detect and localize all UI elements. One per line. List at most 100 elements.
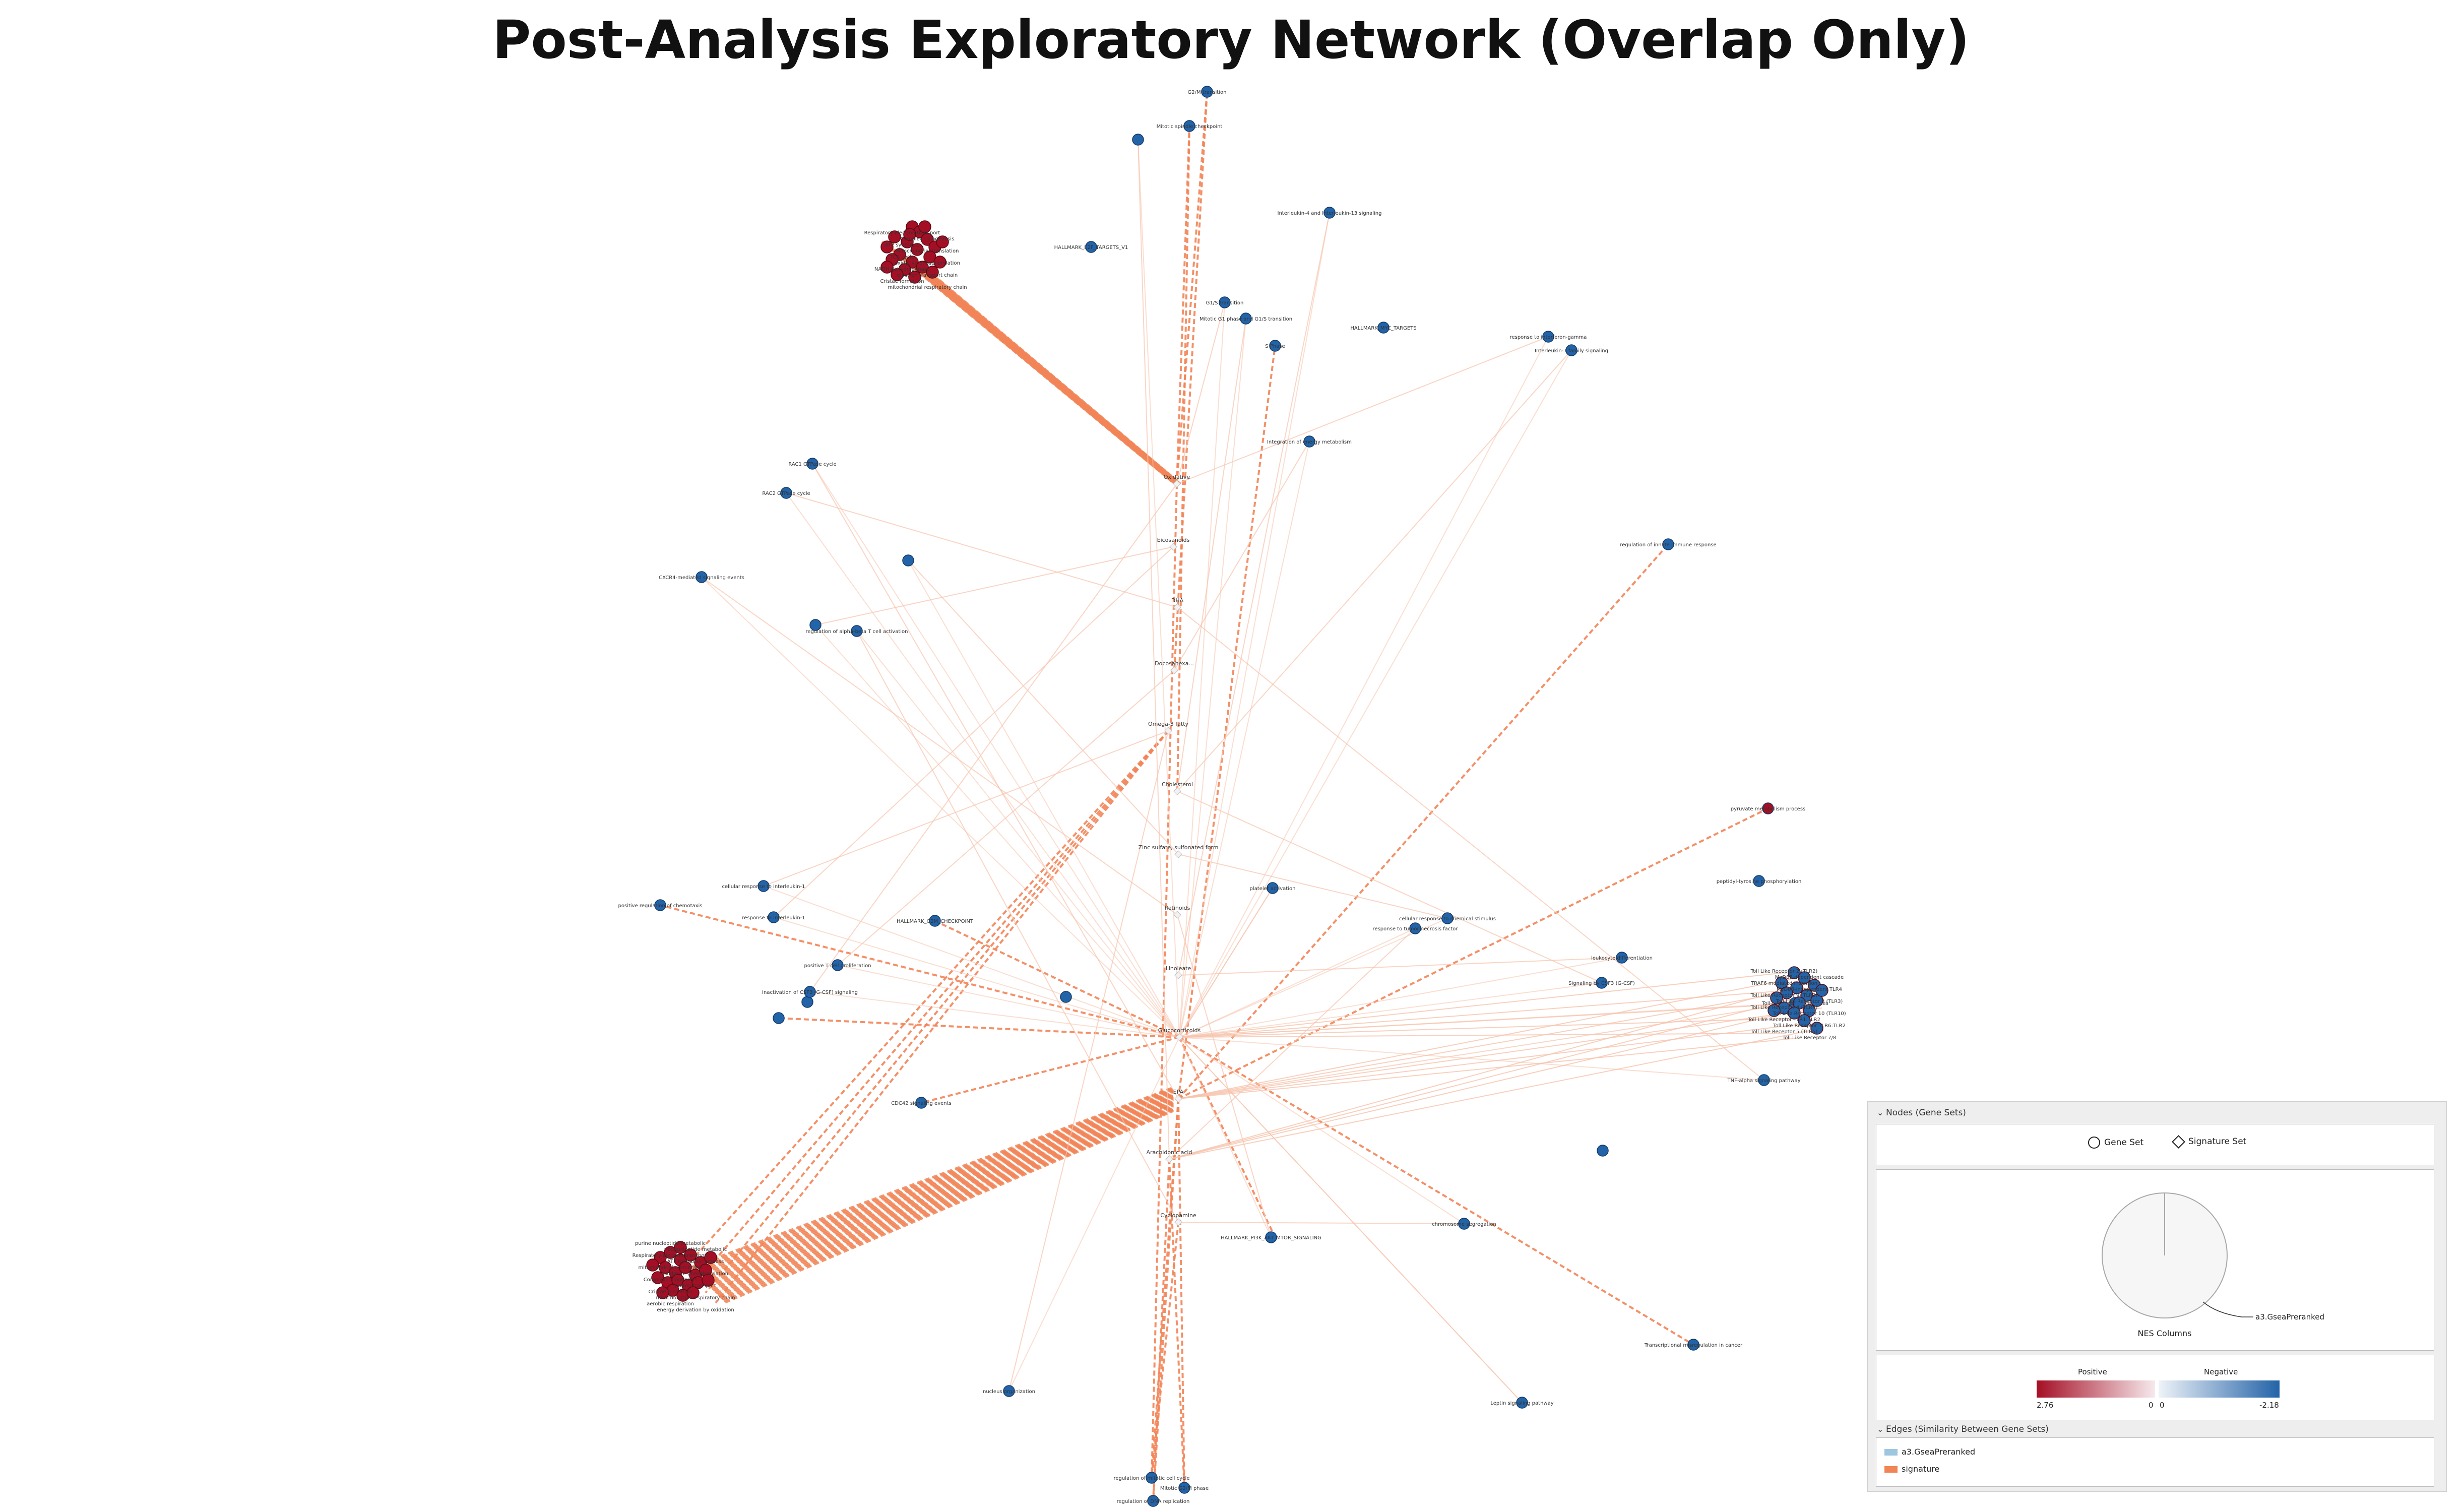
signature-edge: [1178, 977, 1797, 1099]
right-cluster-node: [1798, 1014, 1811, 1027]
signature-edge: [1179, 212, 1330, 1038]
signature-edge: [773, 917, 1180, 1038]
node-shape-legend: Gene Set Signature Set: [1876, 1124, 2434, 1165]
gene-set-node: [1409, 922, 1421, 934]
bottom-cluster-node: [671, 1274, 684, 1287]
right-cluster-label: Toll Like Receptor 9 (TLR9): [1750, 993, 1818, 998]
gene-set-node: [1183, 120, 1195, 132]
signature-edge: [1177, 350, 1572, 792]
gene-set-node: [654, 899, 666, 911]
bottom-cluster-label: ATP metabolic process: [667, 1259, 724, 1265]
gene-set-node: [696, 571, 708, 583]
gene-set-label: TNF-alpha signaling pathway: [1727, 1078, 1800, 1084]
signature-edge: [679, 730, 1169, 1274]
negative-min-value: 0: [2160, 1401, 2165, 1410]
signature-edge: [1179, 1037, 1465, 1224]
signature-edge: [705, 730, 1169, 1294]
bottom-cluster-node: [674, 1241, 687, 1254]
gene-set-label: HALLMARK_PI3K_AKT_MTOR_SIGNALING: [1221, 1235, 1321, 1241]
pie-chart: a3.GseaPreranked NES Columns: [2102, 1192, 2324, 1338]
signature-node-label: DHA: [1171, 597, 1184, 604]
nes-gradient-legend: Positive Negative 2.76 0 0 -2.18: [1876, 1355, 2434, 1420]
signature-edge: [1179, 972, 1785, 1038]
gene-set-label: G2/M transition: [1188, 90, 1227, 95]
right-cluster-label: TRAF6 mediated induction: [1750, 981, 1817, 986]
gene-set-node: [1516, 1397, 1528, 1409]
right-cluster-node: [1790, 981, 1803, 994]
nes-pie-legend: a3.GseaPreranked NES Columns: [1876, 1169, 2434, 1351]
signature-node: [1174, 971, 1182, 979]
chevron-down-icon[interactable]: ⌄: [1877, 1108, 1884, 1117]
right-cluster-node: [1815, 984, 1828, 997]
right-cluster-label: MyD88-independent TLR4: [1777, 987, 1842, 992]
signature-edge: [1151, 483, 1178, 1478]
signature-edge: [1176, 336, 1549, 484]
bottom-cluster-node: [686, 1286, 700, 1299]
bottom-cluster-label: oxidative phosphorylation: [663, 1271, 728, 1277]
nodes-legend-header[interactable]: ⌄ Nodes (Gene Sets): [1877, 1108, 1966, 1118]
signature-edge: [719, 1105, 1174, 1298]
signature-edge: [1138, 139, 1170, 1160]
signature-node-label: Eicosanoids: [1157, 537, 1190, 543]
gene-set-label: cellular response to chemical stimulus: [1399, 916, 1496, 922]
signature-edge: [705, 1096, 1174, 1284]
right-cluster-label: Toll Like Receptor 2 (TLR2): [1750, 969, 1818, 974]
signature-edge: [1177, 914, 1272, 1238]
right-cluster-node: [1793, 996, 1806, 1010]
signature-node: [1164, 727, 1172, 735]
signature-edge: [1178, 807, 1769, 1100]
top-cluster-node: [908, 271, 921, 284]
signature-edge: [1178, 1037, 1276, 1238]
signature-edge: [1179, 350, 1572, 1038]
signature-edge: [1008, 1037, 1180, 1392]
top-cluster-node: [936, 235, 949, 248]
gene-set-label: S Phase: [1265, 344, 1285, 349]
signature-edge: [938, 279, 1182, 485]
right-cluster-node: [1798, 971, 1811, 984]
signature-node: [1165, 1155, 1173, 1163]
signature-edge: [786, 492, 1178, 608]
gene-set-node: [773, 1012, 785, 1024]
right-cluster-label: Toll Like Receptor 7/8: [1782, 1035, 1836, 1041]
gene-set-node: [1303, 435, 1315, 448]
signature-edge: [921, 1036, 1180, 1104]
signature-node: [1173, 480, 1181, 488]
signature-edge: [1179, 982, 1602, 1038]
gene-set-label: nucleus organization: [983, 1389, 1035, 1395]
signature-node: [1174, 1218, 1182, 1226]
right-cluster-node: [1788, 1006, 1801, 1020]
positive-max-value: 2.76: [2037, 1401, 2054, 1410]
right-cluster-label: Toll Like Receptor 4 (TLR4): [1750, 1005, 1818, 1011]
gene-set-label: Leptin signaling pathway: [1490, 1401, 1553, 1406]
legend-panel: ⌄ Nodes (Gene Sets) Gene Set Signature Se…: [1867, 1101, 2447, 1492]
signature-node-label: Omega-3 fatty: [1148, 721, 1189, 727]
gene-set-label: positive regulation of chemotaxis: [618, 903, 703, 909]
nodes-layer: Oxidative Eicosanoids DHA Docosahexa... Omeg…: [618, 86, 1846, 1507]
right-cluster-node: [1780, 986, 1793, 999]
edges-legend-header[interactable]: ⌄ Edges (Similarity Between Gene Sets): [1877, 1424, 2049, 1434]
right-cluster-label: MyD88 dependent cascade: [1775, 975, 1844, 980]
signature-edge: [1178, 957, 1622, 976]
chevron-down-icon[interactable]: ⌄: [1877, 1424, 1884, 1434]
signature-node: [1169, 543, 1177, 551]
top-cluster-label: Respiratory electron transport: [864, 230, 940, 236]
signature-edge: [1179, 918, 1448, 1038]
edge-item-signature: signature: [1884, 1464, 1939, 1474]
signature-edge: [908, 560, 1179, 855]
right-cluster-node: [1767, 1004, 1781, 1017]
signature-edge: [812, 463, 1179, 1099]
signature-node-label: Glucocorticoids: [1158, 1027, 1201, 1034]
gene-set-label: peptidyl-tyrosine phosphorylation: [1717, 879, 1802, 885]
top-cluster-node: [933, 256, 946, 269]
gene-set-label: Inactivation of CSF3 (G-CSF) signaling: [762, 990, 858, 995]
signature-edge: [716, 1103, 1174, 1295]
signature-node-label: Oxidative: [1164, 474, 1190, 480]
signature-edge: [1179, 318, 1246, 1038]
signature-node-label: Retinoids: [1165, 905, 1190, 911]
top-cluster-label: mitochondrial respiratory chain: [888, 285, 967, 290]
gene-set-node: [1458, 1218, 1470, 1230]
gene-set-label: pyruvate metabolism process: [1731, 806, 1806, 812]
gene-set-label: Mitotic G1 phase and G1/S transition: [1200, 317, 1292, 322]
gene-set-node: [1762, 802, 1774, 814]
